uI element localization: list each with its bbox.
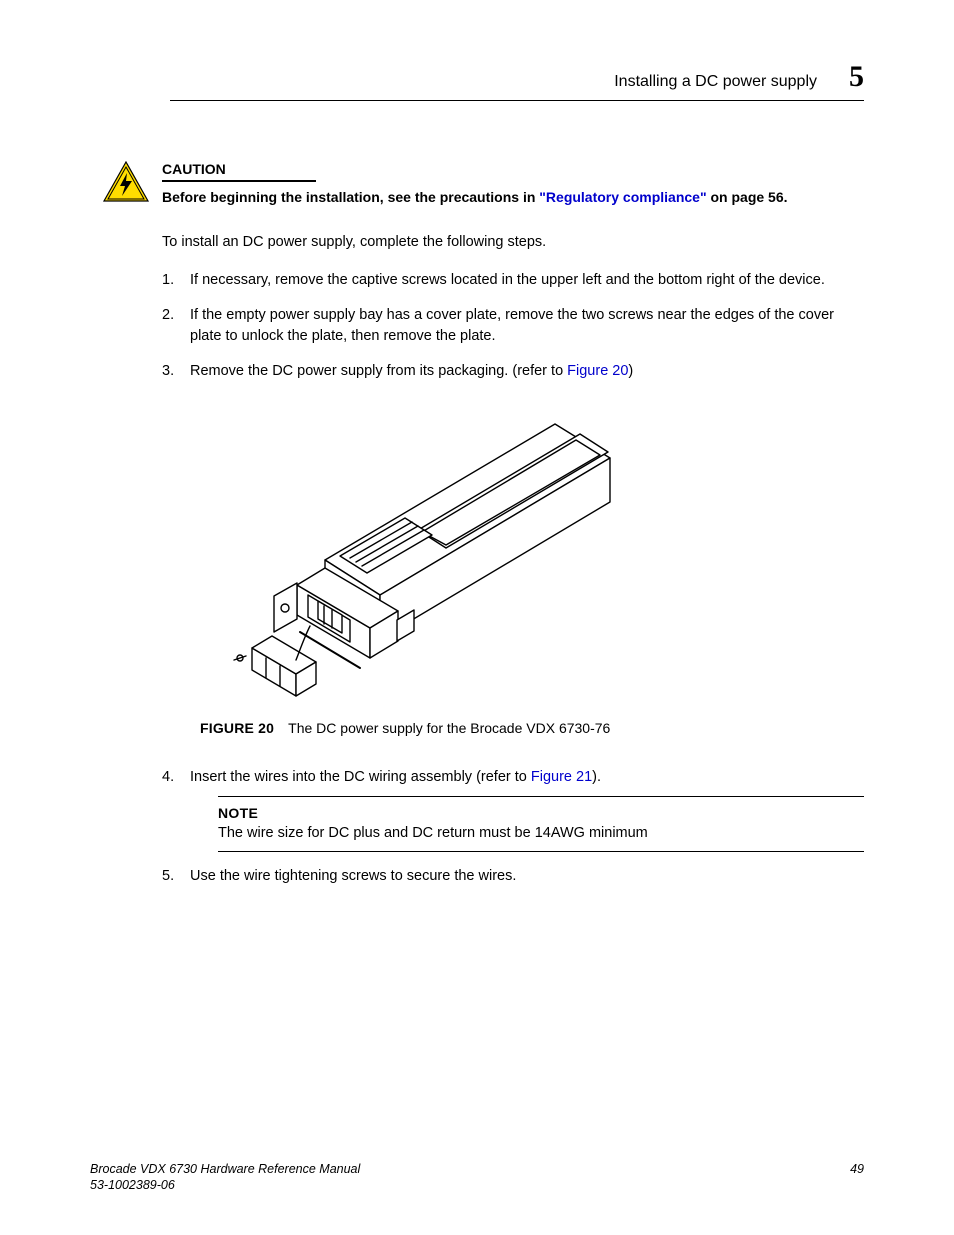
psu-illustration bbox=[200, 400, 630, 700]
step-1: If necessary, remove the captive screws … bbox=[162, 270, 864, 291]
step-list: If necessary, remove the captive screws … bbox=[162, 270, 864, 887]
caution-block: CAUTION Before beginning the installatio… bbox=[162, 161, 864, 208]
caution-body: Before beginning the installation, see t… bbox=[162, 188, 864, 208]
figure-caption-text: The DC power supply for the Brocade VDX … bbox=[288, 720, 610, 736]
step-4-suffix: ). bbox=[592, 769, 601, 785]
step-3: Remove the DC power supply from its pack… bbox=[162, 361, 864, 738]
step-4: Insert the wires into the DC wiring asse… bbox=[162, 767, 864, 853]
caution-text: CAUTION Before beginning the installatio… bbox=[162, 161, 864, 208]
page-footer: Brocade VDX 6730 Hardware Reference Manu… bbox=[90, 1161, 864, 1194]
footer-doc-number: 53-1002389-06 bbox=[90, 1177, 360, 1193]
note-block: NOTE The wire size for DC plus and DC re… bbox=[218, 796, 864, 853]
figure-21-link[interactable]: Figure 21 bbox=[531, 769, 592, 785]
figure-caption: FIGURE 20 The DC power supply for the Bro… bbox=[200, 718, 864, 738]
footer-page-number: 49 bbox=[850, 1161, 864, 1194]
caution-label: CAUTION bbox=[162, 161, 316, 182]
step-5: Use the wire tightening screws to secure… bbox=[162, 866, 864, 887]
document-page: Installing a DC power supply 5 CAUTION B… bbox=[0, 0, 954, 1235]
step-3-prefix: Remove the DC power supply from its pack… bbox=[190, 363, 567, 379]
step-2: If the empty power supply bay has a cove… bbox=[162, 305, 864, 347]
note-label: NOTE bbox=[218, 803, 864, 823]
chapter-number: 5 bbox=[849, 60, 864, 94]
footer-doc-title: Brocade VDX 6730 Hardware Reference Manu… bbox=[90, 1161, 360, 1177]
content-area: CAUTION Before beginning the installatio… bbox=[162, 161, 864, 887]
step-4-prefix: Insert the wires into the DC wiring asse… bbox=[190, 769, 531, 785]
step-3-suffix: ) bbox=[628, 363, 633, 379]
intro-paragraph: To install an DC power supply, complete … bbox=[162, 232, 864, 252]
running-header: Installing a DC power supply 5 bbox=[170, 60, 864, 101]
note-body: The wire size for DC plus and DC return … bbox=[218, 823, 864, 843]
regulatory-compliance-link[interactable]: "Regulatory compliance" bbox=[539, 189, 706, 205]
caution-icon bbox=[102, 161, 150, 208]
caution-body-suffix: on page 56. bbox=[707, 189, 788, 205]
figure-label: FIGURE 20 bbox=[200, 720, 274, 736]
footer-left: Brocade VDX 6730 Hardware Reference Manu… bbox=[90, 1161, 360, 1194]
figure-20-link[interactable]: Figure 20 bbox=[567, 363, 628, 379]
section-title: Installing a DC power supply bbox=[614, 73, 817, 91]
caution-body-prefix: Before beginning the installation, see t… bbox=[162, 189, 539, 205]
figure-20: FIGURE 20 The DC power supply for the Bro… bbox=[200, 400, 864, 738]
